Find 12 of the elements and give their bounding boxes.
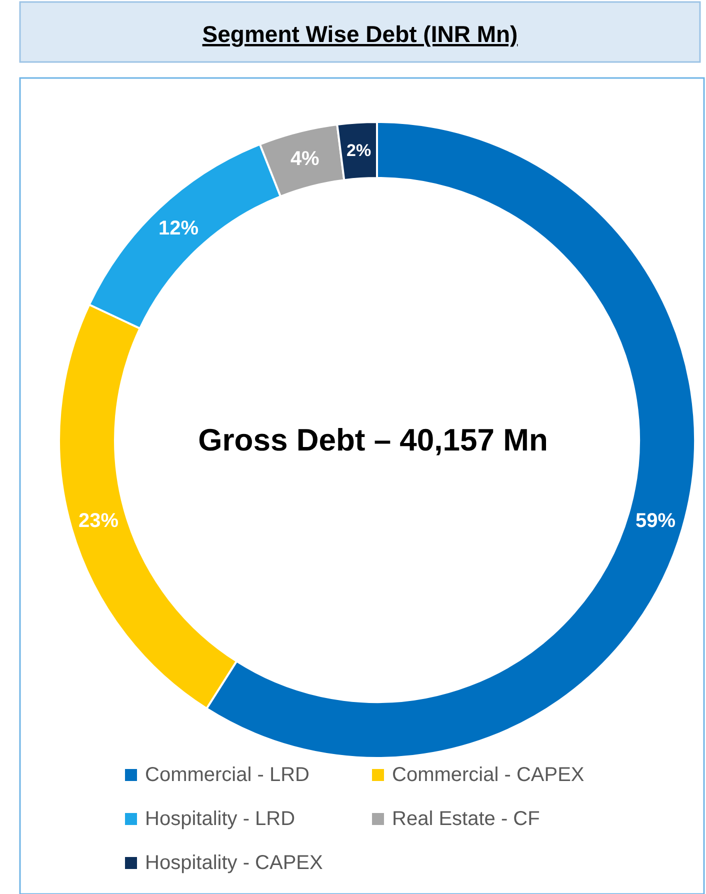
legend-label: Real Estate - CF	[392, 808, 540, 830]
legend-label: Commercial - LRD	[145, 764, 310, 786]
data-label: 2%	[346, 141, 372, 160]
text: Gross Debt – 40,157 Mn	[198, 422, 548, 458]
legend-label: Commercial - CAPEX	[392, 764, 584, 786]
data-label: 4%	[290, 148, 320, 170]
legend-label: Hospitality - CAPEX	[145, 852, 323, 874]
data-label: 12%	[158, 218, 199, 240]
data-label: 23%	[78, 510, 119, 532]
legend-label: Hospitality - LRD	[145, 808, 296, 830]
chart-title: Segment Wise Debt (INR Mn)	[202, 21, 518, 47]
data-label: 59%	[635, 510, 676, 532]
